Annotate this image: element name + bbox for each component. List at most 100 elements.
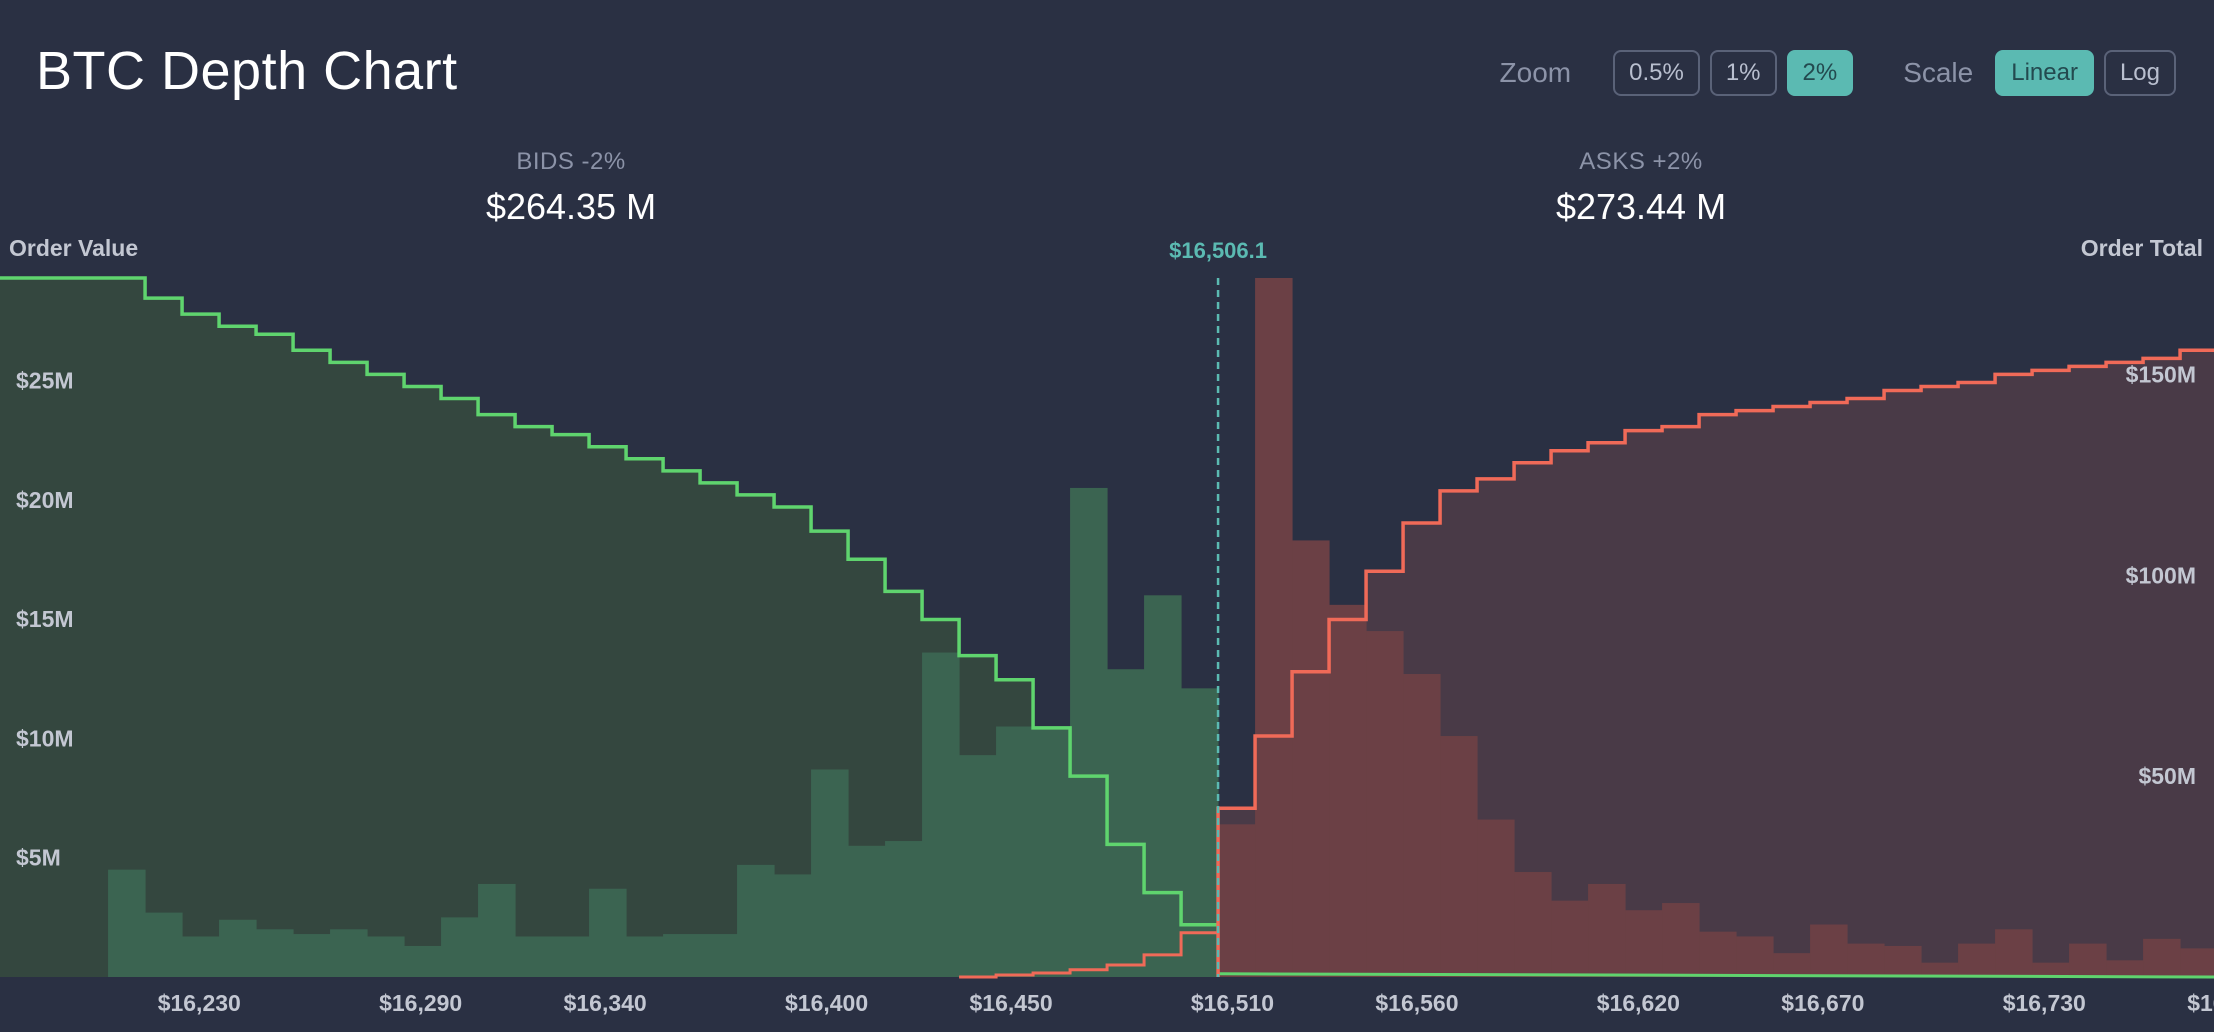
bid-order-bar bbox=[737, 864, 775, 977]
bid-order-bar bbox=[552, 936, 590, 977]
ask-depth-line bbox=[1216, 312, 2214, 977]
ask-order-bar bbox=[1329, 604, 1367, 977]
bid-order-bar bbox=[626, 936, 664, 977]
x-tick-label: $16,230 bbox=[158, 990, 241, 1016]
bid-order-bar bbox=[1144, 595, 1182, 977]
bid-order-bar bbox=[404, 945, 442, 977]
zoom-1-button[interactable]: 1% bbox=[1709, 50, 1777, 96]
scale-log-button[interactable]: Log bbox=[2103, 50, 2176, 96]
left-tick-label: $5M bbox=[16, 845, 61, 871]
scale-linear-button[interactable]: Linear bbox=[1995, 50, 2094, 96]
bid-order-bar bbox=[700, 934, 738, 977]
bid-order-bar bbox=[219, 919, 257, 977]
ask-order-bar bbox=[1625, 910, 1663, 977]
x-tick-label: $16,400 bbox=[785, 990, 868, 1016]
mid-price-label: $16,506.1 bbox=[1169, 238, 1267, 263]
left-tick-label: $10M bbox=[16, 725, 74, 751]
ask-order-bar bbox=[1477, 819, 1515, 977]
ask-order-bar bbox=[2069, 943, 2107, 977]
scale-label: Scale bbox=[1903, 57, 1974, 88]
bids-summary-value: $264.35 M bbox=[485, 186, 657, 227]
ask-order-bar bbox=[1884, 945, 1922, 977]
left-tick-label: $20M bbox=[16, 487, 74, 513]
bid-depth-line bbox=[0, 276, 1219, 927]
asks-summary: ASKS +2% $273.44 M bbox=[1556, 148, 1726, 228]
ask-depth-line-near bbox=[959, 931, 1219, 979]
ask-order-bar bbox=[1366, 631, 1404, 977]
bid-order-bar bbox=[885, 841, 923, 977]
bid-order-bar bbox=[1070, 487, 1108, 977]
bids-summary-label: BIDS -2% bbox=[516, 148, 626, 175]
ask-order-bar bbox=[2143, 938, 2181, 977]
zoom-2-button[interactable]: 2% bbox=[1786, 50, 1854, 96]
ask-order-bar bbox=[1292, 540, 1330, 977]
ask-order-bar bbox=[1218, 824, 1256, 977]
bid-order-bar bbox=[774, 874, 812, 977]
ask-order-bar bbox=[1736, 936, 1774, 977]
bid-order-bar bbox=[293, 934, 331, 977]
bid-order-bar bbox=[367, 936, 405, 977]
chart-controls: Zoom 0.5% 1% 2% Scale Linear Log bbox=[1500, 50, 2176, 96]
ask-order-bar bbox=[1551, 900, 1589, 977]
bid-depth-line-far bbox=[1218, 972, 2214, 979]
left-tick-label: $25M bbox=[16, 368, 74, 394]
x-tick-label: $16,780 bbox=[2187, 990, 2214, 1016]
bid-order-bar bbox=[256, 929, 294, 977]
x-tick-label: $16,450 bbox=[969, 990, 1052, 1016]
ask-order-bar bbox=[1514, 872, 1552, 977]
x-tick-label: $16,620 bbox=[1597, 990, 1680, 1016]
x-tick-label: $16,730 bbox=[2003, 990, 2086, 1016]
asks-summary-value: $273.44 M bbox=[1555, 186, 1727, 227]
ask-order-bar bbox=[1662, 903, 1700, 977]
bid-order-bar bbox=[959, 755, 997, 977]
x-tick-label: $16,560 bbox=[1375, 990, 1458, 1016]
bid-order-bar bbox=[663, 934, 701, 977]
bid-order-bar bbox=[1033, 728, 1071, 977]
ask-order-bar bbox=[1810, 924, 1848, 977]
bid-order-bar bbox=[478, 883, 516, 977]
bid-depth-area bbox=[0, 278, 1219, 977]
x-tick-label: $16,340 bbox=[564, 990, 647, 1016]
ask-order-bar bbox=[1995, 929, 2033, 977]
ask-order-bar bbox=[1403, 674, 1441, 977]
right-tick-label: $50M bbox=[2138, 763, 2196, 789]
left-axis-title: Order Value bbox=[9, 235, 138, 261]
x-tick-label: $16,510 bbox=[1191, 990, 1274, 1016]
ask-order-bar bbox=[1699, 931, 1737, 977]
asks-summary-label: ASKS +2% bbox=[1579, 148, 1703, 175]
x-tick-label: $16,670 bbox=[1781, 990, 1864, 1016]
ask-order-bar bbox=[2106, 960, 2144, 977]
ask-order-bar bbox=[1921, 962, 1959, 977]
right-axis-title: Order Total bbox=[2081, 235, 2203, 261]
bid-order-bar bbox=[589, 888, 627, 977]
ask-order-bar bbox=[1773, 953, 1811, 977]
right-tick-label: $100M bbox=[2126, 562, 2196, 588]
bid-order-bar bbox=[145, 912, 183, 977]
bid-order-bar bbox=[1107, 669, 1145, 977]
zoom-label: Zoom bbox=[1499, 57, 1572, 88]
zoom-0-5-button[interactable]: 0.5% bbox=[1613, 50, 1700, 96]
ask-order-bar bbox=[1588, 883, 1626, 977]
page-title: BTC Depth Chart bbox=[36, 41, 458, 101]
ask-order-bar bbox=[1440, 736, 1478, 977]
bids-summary: BIDS -2% $264.35 M bbox=[486, 148, 656, 228]
right-tick-label: $150M bbox=[2126, 361, 2196, 387]
bid-order-bar bbox=[811, 769, 849, 977]
bid-order-bar bbox=[441, 917, 479, 977]
bid-order-bar bbox=[996, 726, 1034, 977]
ask-order-bar bbox=[1847, 943, 1885, 977]
ask-order-bar bbox=[1255, 278, 1293, 977]
bid-order-bar bbox=[922, 652, 960, 977]
ask-order-bar bbox=[1958, 943, 1996, 977]
left-tick-label: $15M bbox=[16, 606, 74, 632]
bid-order-bar bbox=[848, 845, 886, 977]
x-tick-label: $16,290 bbox=[379, 990, 462, 1016]
bid-order-bar bbox=[182, 936, 220, 977]
bid-order-bar bbox=[1181, 688, 1219, 977]
bid-order-bar bbox=[108, 869, 146, 977]
ask-order-bar bbox=[2032, 962, 2070, 977]
bid-order-bar bbox=[330, 929, 368, 977]
ask-order-bar bbox=[2180, 948, 2214, 977]
bid-order-bar bbox=[515, 936, 553, 977]
